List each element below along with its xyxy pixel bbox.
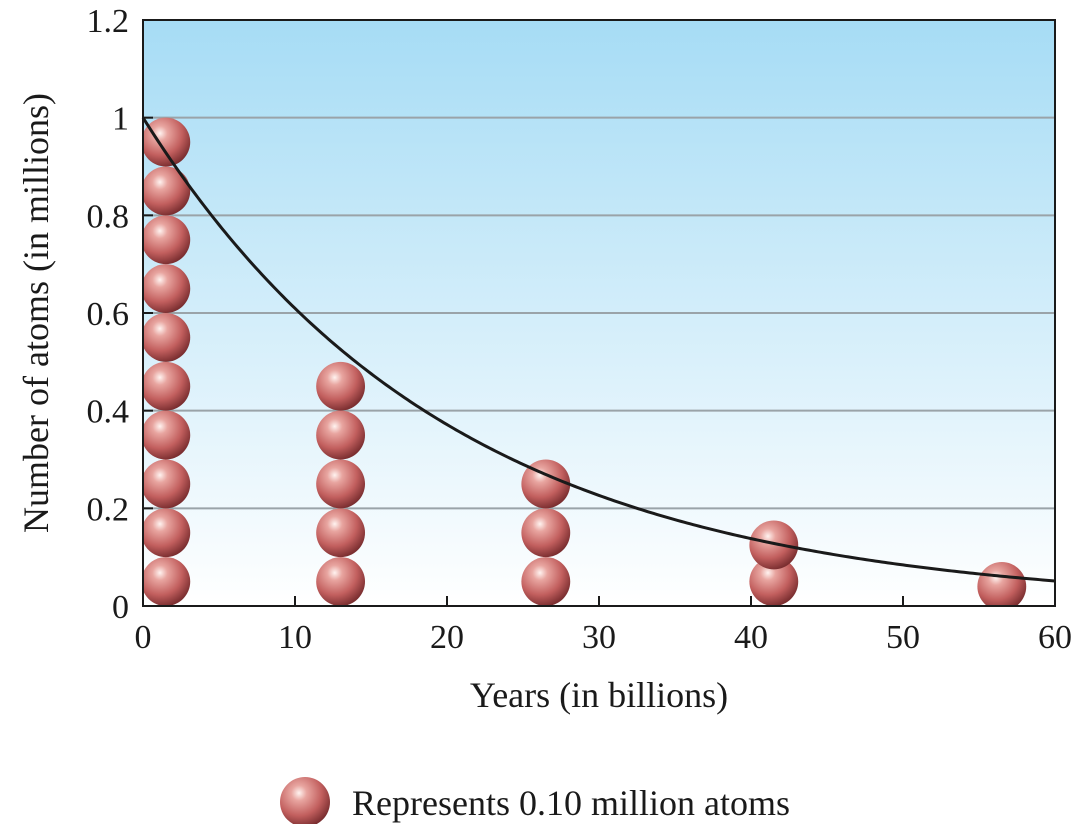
y-tick-label-0: 0 <box>112 589 129 626</box>
y-tick-label-4: 0.8 <box>87 198 130 235</box>
decay-curve <box>141 116 1056 583</box>
atom-0-1 <box>143 508 191 558</box>
y-tick-label-1: 0.2 <box>87 491 130 528</box>
x-tick-label-0: 0 <box>135 619 152 656</box>
x-axis-ticks: 0 10 20 30 40 50 60 <box>135 596 1072 656</box>
atom-4-partial <box>977 562 1027 606</box>
y-tick-label-3: 0.6 <box>87 296 130 333</box>
atom-0-5 <box>143 313 191 362</box>
atom-1-0 <box>316 557 366 606</box>
legend-atom-icon <box>280 777 330 824</box>
atom-0-6 <box>143 264 191 313</box>
atom-0-3 <box>143 410 191 460</box>
atom-0-0 <box>143 557 191 606</box>
x-axis-title: Years (in billions) <box>470 675 728 715</box>
atom-stacks <box>143 117 1027 606</box>
atom-2-1 <box>521 508 571 558</box>
legend-label: Represents 0.10 million atoms <box>352 783 790 823</box>
atom-0-2 <box>143 459 191 509</box>
atom-1-3 <box>316 410 366 460</box>
x-tick-label-5: 50 <box>886 619 920 656</box>
atom-0-9 <box>143 117 191 167</box>
atom-2-0 <box>521 557 571 606</box>
atom-2-2 <box>521 459 571 509</box>
atom-0-7 <box>143 215 191 265</box>
atom-0-4 <box>143 361 191 411</box>
atom-1-1 <box>316 508 366 558</box>
legend: Represents 0.10 million atoms <box>280 777 790 824</box>
x-tick-label-1: 10 <box>278 619 312 656</box>
y-tick-label-6: 1.2 <box>87 3 130 40</box>
x-tick-label-3: 30 <box>582 619 616 656</box>
atom-0-8 <box>143 166 191 216</box>
atom-1-4 <box>316 361 366 411</box>
atom-3-0 <box>749 557 799 606</box>
y-tick-label-2: 0.4 <box>87 394 130 431</box>
x-tick-label-6: 60 <box>1038 619 1072 656</box>
atom-1-2 <box>316 459 366 509</box>
y-axis-title: Number of atoms (in millions) <box>16 93 56 533</box>
x-tick-label-2: 20 <box>430 619 464 656</box>
x-tick-label-4: 40 <box>734 619 768 656</box>
grid-lines <box>143 116 1055 510</box>
y-axis-ticks: 0 0.2 0.4 0.6 0.8 1 1.2 <box>87 3 153 626</box>
y-tick-label-5: 1 <box>112 101 129 138</box>
